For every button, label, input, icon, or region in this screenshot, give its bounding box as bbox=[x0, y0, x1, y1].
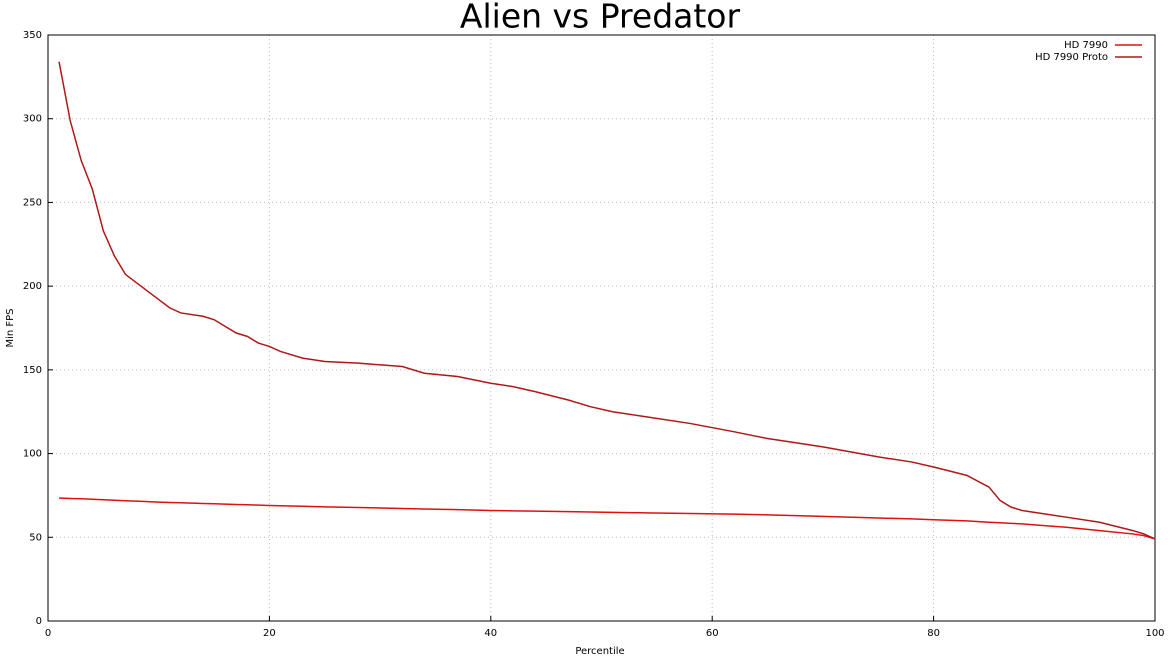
x-tick-label: 0 bbox=[45, 628, 51, 639]
y-tick-label: 350 bbox=[23, 30, 42, 41]
legend-label: HD 7990 bbox=[1064, 40, 1108, 51]
y-tick-label: 200 bbox=[23, 281, 42, 292]
x-tick-label: 80 bbox=[927, 628, 940, 639]
y-tick-label: 250 bbox=[23, 197, 42, 208]
chart-title: Alien vs Predator bbox=[460, 0, 741, 36]
plot-frame bbox=[47, 34, 1156, 622]
y-axis-label: Min FPS bbox=[5, 308, 16, 347]
series-line bbox=[58, 61, 1156, 540]
y-tick-label: 50 bbox=[29, 532, 42, 543]
y-tick-label: 300 bbox=[23, 114, 42, 125]
y-tick-label: 150 bbox=[23, 365, 42, 376]
x-axis-label: Percentile bbox=[575, 646, 624, 657]
legend-label: HD 7990 Proto bbox=[1035, 52, 1108, 63]
x-tick-label: 60 bbox=[706, 628, 719, 639]
series-line bbox=[59, 497, 1156, 540]
x-tick-label: 20 bbox=[263, 628, 276, 639]
y-tick-label: 100 bbox=[23, 449, 42, 460]
y-tick-label: 0 bbox=[36, 616, 42, 627]
x-tick-label: 40 bbox=[484, 628, 497, 639]
x-tick-label: 100 bbox=[1145, 628, 1164, 639]
